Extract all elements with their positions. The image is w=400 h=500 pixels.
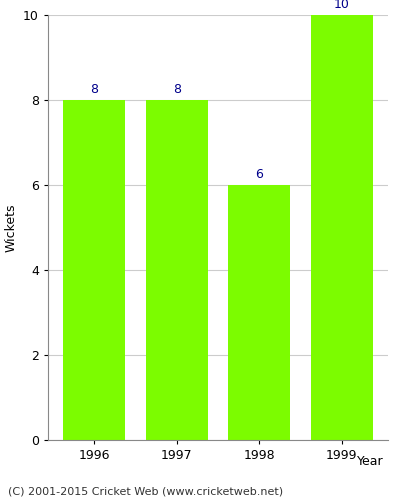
Text: 6: 6 <box>255 168 263 180</box>
Bar <box>146 100 208 440</box>
Text: 8: 8 <box>173 82 181 96</box>
Text: 10: 10 <box>334 0 350 10</box>
Bar <box>228 185 290 440</box>
Bar <box>64 100 125 440</box>
Y-axis label: Wickets: Wickets <box>4 203 18 252</box>
Text: Year: Year <box>357 455 384 468</box>
Text: 8: 8 <box>90 82 98 96</box>
Bar <box>311 15 372 440</box>
Text: (C) 2001-2015 Cricket Web (www.cricketweb.net): (C) 2001-2015 Cricket Web (www.cricketwe… <box>8 487 283 497</box>
